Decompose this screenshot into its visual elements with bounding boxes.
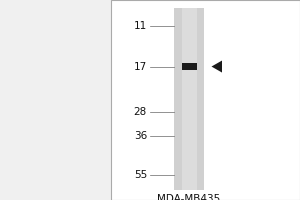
FancyBboxPatch shape bbox=[174, 8, 204, 190]
Text: 17: 17 bbox=[134, 62, 147, 72]
Text: 11: 11 bbox=[134, 21, 147, 31]
FancyBboxPatch shape bbox=[182, 63, 196, 70]
Text: 36: 36 bbox=[134, 131, 147, 141]
FancyBboxPatch shape bbox=[182, 8, 196, 190]
Text: 28: 28 bbox=[134, 107, 147, 117]
Text: MDA-MB435: MDA-MB435 bbox=[158, 194, 220, 200]
FancyBboxPatch shape bbox=[111, 0, 300, 200]
Polygon shape bbox=[212, 61, 222, 73]
Text: 55: 55 bbox=[134, 170, 147, 180]
